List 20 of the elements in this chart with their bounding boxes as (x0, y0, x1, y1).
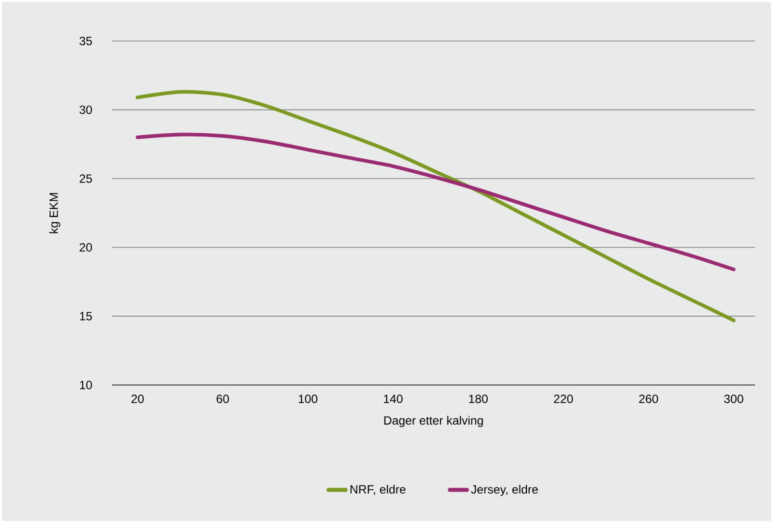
y-axis-title: kg EKM (49, 193, 60, 234)
y-tick-label: 25 (80, 174, 92, 183)
y-tick-label: 30 (80, 106, 92, 114)
line-series (136, 90, 736, 322)
y-tick-label: 20 (80, 243, 92, 252)
legend-label: Jersey, eldre (471, 484, 538, 496)
x-tick-label: 260 (639, 394, 658, 404)
x-tick-label: 100 (298, 394, 318, 404)
y-tick-label: 35 (80, 36, 92, 46)
x-tick-label: 180 (469, 394, 488, 404)
legend-label: NRF, eldre (350, 484, 406, 496)
y-tick-label: 10 (80, 380, 92, 390)
x-tick-label: 20 (131, 394, 144, 404)
line-series (136, 132, 736, 272)
x-tick-label: 60 (216, 394, 229, 404)
y-tick-label: 15 (80, 312, 92, 320)
x-tick-label: 220 (554, 394, 573, 404)
x-axis-title: Dager etter kalving (384, 416, 483, 428)
x-tick-label: 300 (724, 394, 744, 404)
x-tick-label: 140 (384, 394, 403, 404)
